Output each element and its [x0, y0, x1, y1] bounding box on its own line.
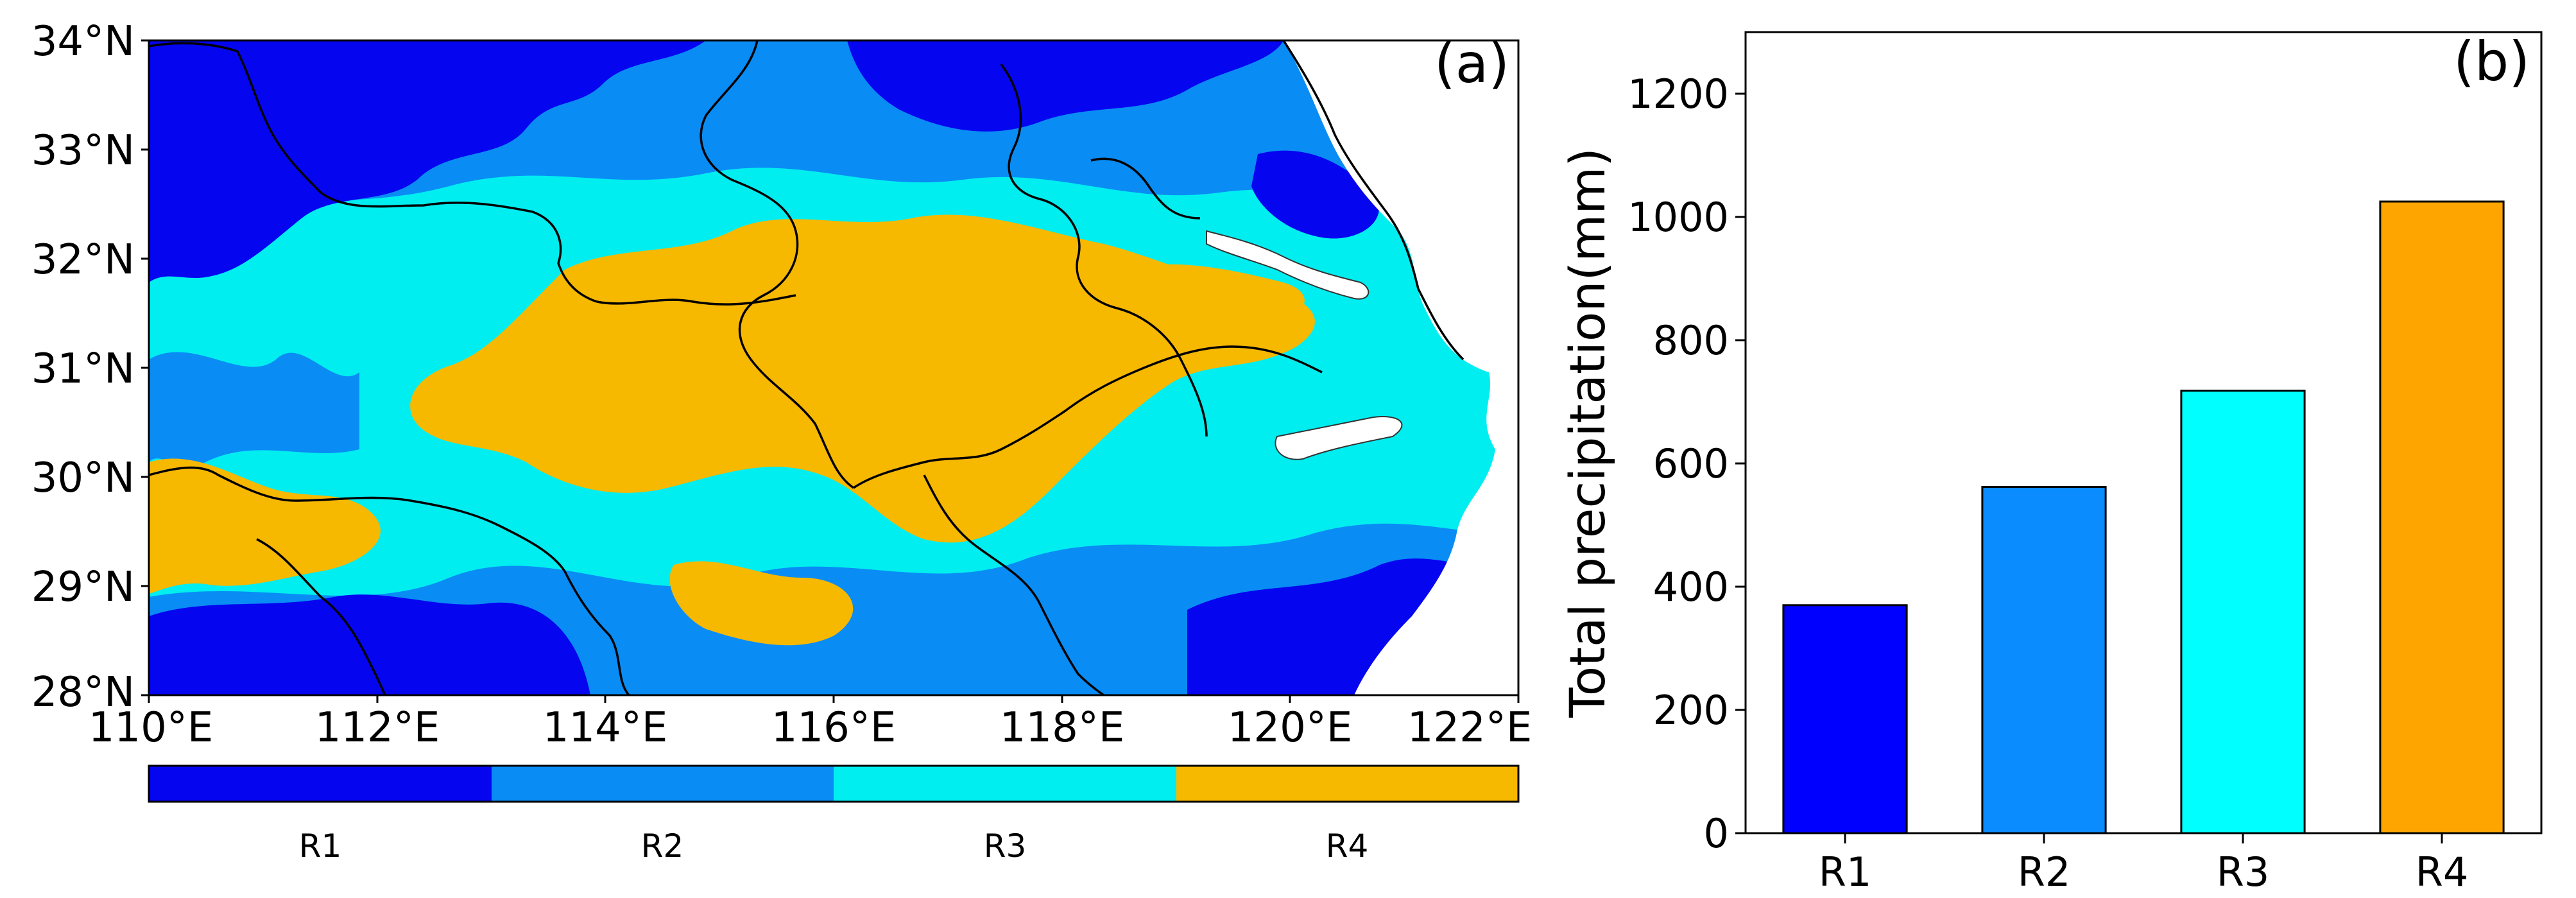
hangzhou-bay	[1275, 416, 1403, 460]
lon-axis: 110°E 112°E 114°E 116°E 118°E 120°E 122°…	[89, 695, 1533, 752]
colorbar-label: R4	[1326, 827, 1369, 865]
bar-chart-panel: 0 200 400 600 800 1000 1200 R1 R2 R3 R4 Total pre…	[1559, 30, 2543, 895]
region-r1-northeast	[1251, 150, 1379, 239]
bar-r3	[2180, 390, 2306, 834]
lon-tick-label: 112°E	[315, 704, 440, 752]
bar-r2	[1981, 485, 2107, 834]
colorbar-segment	[834, 766, 1176, 802]
region-r2-west	[149, 352, 359, 466]
lat-tick-label: 28°N	[31, 669, 135, 716]
y-tick-label: 400	[1653, 564, 1729, 610]
x-tick-label: R3	[2217, 849, 2270, 895]
plot-frame	[1744, 31, 2543, 834]
colorbar: R1 R2 R3 R4	[148, 764, 1520, 865]
province-boundaries	[149, 40, 1464, 695]
lat-tick-label: 30°N	[31, 454, 135, 502]
lat-tick-label: 31°N	[31, 345, 135, 393]
colorbar-label: R1	[299, 827, 342, 865]
y-axis: 0 200 400 600 800 1000 1200	[1627, 71, 1746, 857]
lat-tick-label: 32°N	[31, 236, 135, 284]
colorbar-segment	[492, 766, 834, 802]
colorbar-segment	[1176, 766, 1518, 802]
region-r4-central	[410, 214, 1315, 543]
colorbar-frame	[148, 764, 1520, 803]
region-r4-west	[149, 458, 381, 594]
region-r4-east	[1119, 264, 1305, 323]
lat-axis: 34°N 33°N 32°N 31°N 30°N 29°N 28°N	[31, 18, 149, 716]
yangtze-estuary	[1206, 230, 1370, 300]
lon-tick-label: 118°E	[1000, 704, 1125, 752]
colorbar-label: R3	[984, 827, 1027, 865]
region-r1-northwest	[149, 40, 706, 282]
y-tick-label: 200	[1653, 687, 1729, 734]
colorbar-segment	[149, 766, 492, 802]
lat-tick-label: 33°N	[31, 127, 135, 175]
map-panel: (a) 34°N 33°N 32°N 31°N 30°N 29°N 28°N	[31, 18, 1533, 865]
region-r4-south	[669, 561, 854, 646]
x-tick-label: R1	[1819, 849, 1872, 895]
y-tick-label: 800	[1653, 317, 1729, 364]
precipitation-map	[149, 40, 1518, 695]
lon-tick-label: 120°E	[1228, 704, 1353, 752]
bars	[1782, 200, 2505, 834]
bar-r4	[2379, 200, 2505, 834]
panel-a-label: (a)	[1434, 32, 1509, 95]
region-r1-north	[847, 40, 1284, 132]
lon-tick-label: 122°E	[1407, 704, 1533, 752]
lon-tick-label: 110°E	[89, 704, 214, 752]
lon-tick-label: 114°E	[543, 704, 668, 752]
sea-area	[1284, 40, 1518, 695]
lon-tick-label: 116°E	[771, 704, 897, 752]
colorbar-label: R2	[641, 827, 684, 865]
y-tick-label: 1200	[1627, 71, 1729, 117]
y-tick-label: 1000	[1627, 194, 1729, 241]
panel-b-label: (b)	[2453, 30, 2530, 93]
x-axis: R1 R2 R3 R4	[1819, 833, 2469, 895]
y-axis-label: Total precipitation(mm)	[1559, 148, 1616, 718]
lat-tick-label: 34°N	[31, 18, 135, 65]
region-r1-southwest	[149, 594, 590, 695]
bar-r1	[1782, 604, 1908, 834]
lat-tick-label: 29°N	[31, 564, 135, 611]
y-tick-label: 0	[1704, 810, 1729, 857]
x-tick-label: R4	[2416, 849, 2469, 895]
x-tick-label: R2	[2018, 849, 2071, 895]
y-tick-label: 600	[1653, 440, 1729, 487]
